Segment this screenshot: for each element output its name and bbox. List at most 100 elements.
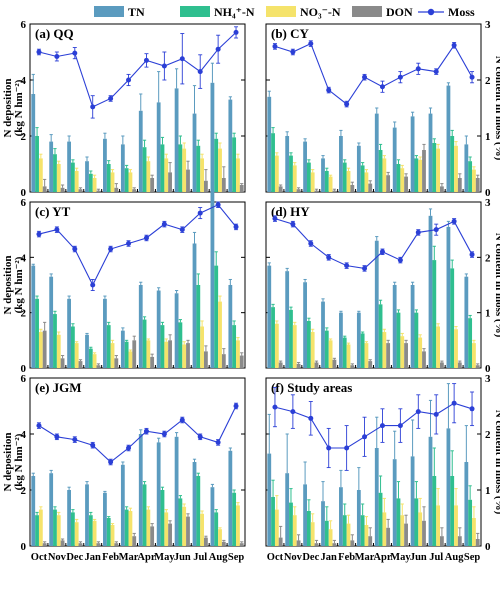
moss-point [215,439,221,445]
bar-non [274,155,279,192]
bar-don [204,180,208,192]
right-tick-label: 0 [485,363,491,375]
bar-nhn [106,164,111,192]
bar-non [200,158,205,192]
bar-non [92,520,97,546]
legend-label: DON [386,5,413,19]
right-tick-label: 3 [485,373,491,385]
bar-tn [103,492,107,546]
month-label: Nov [48,552,67,563]
bar-tn [356,145,361,192]
moss-point [397,74,403,80]
right-tick-label: 1 [485,485,491,497]
moss-point [36,423,42,429]
moss-point [215,202,221,208]
month-label: Aug [445,552,464,563]
bar-nhn [289,502,293,546]
moss-line [38,405,237,463]
moss-point [197,210,203,216]
bar-non [218,301,222,368]
bar-non [400,515,405,546]
moss-point [72,50,78,56]
bar-non [400,336,405,368]
bar-non [400,168,405,192]
moss-point [233,224,239,230]
moss-point [397,423,403,429]
bar-non [92,178,97,192]
bar-don [114,187,119,192]
bar-nhn [214,265,219,368]
bar-tn [267,96,272,192]
bar-tn [303,282,307,368]
left-tick-label: 6 [21,197,27,209]
bar-non [218,529,222,546]
bar-don [132,189,137,192]
bar-nhn [450,476,455,546]
moss-point [90,282,96,288]
month-label: Jun [174,552,191,563]
bar-non [328,529,333,546]
bar-tn [321,301,325,368]
bar-nhn [35,515,39,546]
legend-item-no3: NO₃⁻-N [266,5,341,19]
bar-tn [267,265,272,368]
panel-2: 0 1 2 3 (b) CY N content in moss (%) [265,19,500,199]
bar-tn [31,94,36,192]
moss-line [38,31,237,108]
bar-don [96,543,101,546]
bar-don [278,362,283,368]
moss-point [308,415,314,421]
bar-tn [464,276,469,368]
bar-nhn [396,498,401,546]
moss-point [161,63,167,69]
bar-tn [174,436,179,546]
bar-nhn [160,144,165,192]
bar-non [274,509,279,546]
moss-point [326,445,332,451]
bar-tn [192,462,197,546]
moss-point [469,252,475,258]
bar-nhn [468,499,473,546]
bar-don [296,189,301,192]
left-tick-label: 0 [21,541,27,553]
left-axis-title: N deposition [2,256,14,315]
bar-nhn [88,515,93,546]
legend-item-don: DON [352,5,413,19]
month-label: Apr [373,552,391,563]
right-axis-title: N content in moss (%) [493,56,500,161]
bar-nhn [271,307,275,368]
bar-don [475,178,480,192]
bar-don [60,540,65,546]
left-tick-label: 2 [21,131,27,143]
bar-non [418,512,423,546]
month-label: Aug [209,552,228,563]
bar-nhn [450,268,455,368]
moss-line [38,204,237,287]
month-label: Sep [464,552,481,563]
moss-point [272,216,278,222]
bar-nhn [70,512,75,546]
bar-non [364,172,369,192]
moss-point [233,403,239,409]
bar-tn [67,298,71,368]
legend-swatch [94,6,124,17]
bar-tn [392,285,397,368]
bar-tn [339,136,343,192]
bar-non [182,148,187,192]
bar-nhn [142,319,147,368]
bar-nhn [178,498,183,546]
bar-nhn [196,476,201,546]
bar-nhn [289,309,293,368]
bar-non [74,522,79,546]
bar-tn [138,285,143,368]
bar-don [221,178,226,192]
bar-tn [156,102,161,192]
bar-non [472,518,476,546]
bar-nhn [196,145,201,192]
bar-tn [303,141,307,192]
bar-don [42,330,47,368]
bar-don [457,536,462,546]
bar-don [168,172,172,192]
panel-1: 0 2 4 6 (a) QQ N deposition (kg N hm⁻²) [2,19,246,199]
